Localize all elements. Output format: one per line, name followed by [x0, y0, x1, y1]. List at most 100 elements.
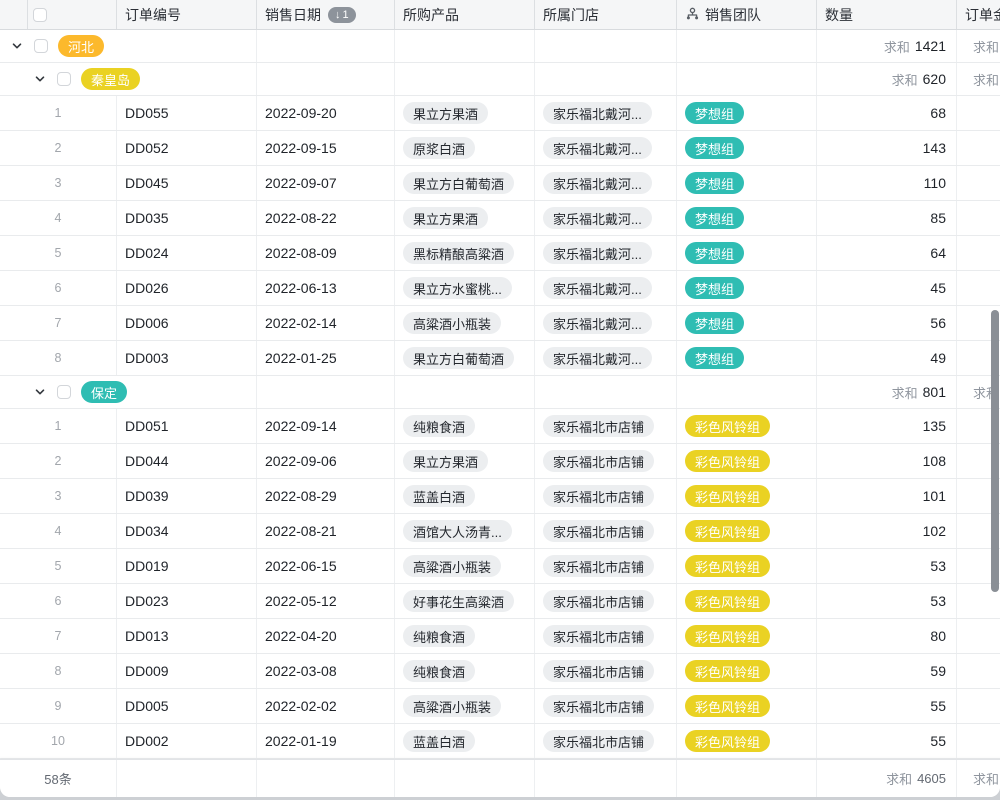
order-id-cell[interactable]: DD045: [117, 166, 257, 200]
sales-team-cell[interactable]: 梦想组: [677, 236, 817, 270]
product-cell[interactable]: 高粱酒小瓶装: [395, 549, 535, 583]
sales-team-cell[interactable]: 梦想组: [677, 306, 817, 340]
order-amount-cell[interactable]: [957, 654, 1000, 688]
row-number[interactable]: 5: [0, 549, 117, 583]
store-cell[interactable]: 家乐福北市店铺: [535, 689, 677, 723]
product-cell[interactable]: 果立方白葡萄酒: [395, 341, 535, 375]
order-id-cell[interactable]: DD023: [117, 584, 257, 618]
product-cell[interactable]: 蓝盖白酒: [395, 724, 535, 758]
sales-team-cell[interactable]: 彩色风铃组: [677, 514, 817, 548]
product-cell[interactable]: 原浆白酒: [395, 131, 535, 165]
row-number[interactable]: 2: [0, 444, 117, 478]
order-id-cell[interactable]: DD052: [117, 131, 257, 165]
sale-date-cell[interactable]: 2022-02-02: [257, 689, 395, 723]
row-number[interactable]: 3: [0, 479, 117, 513]
store-cell[interactable]: 家乐福北市店铺: [535, 549, 677, 583]
quantity-cell[interactable]: 59: [817, 654, 957, 688]
sale-date-cell[interactable]: 2022-09-20: [257, 96, 395, 130]
quantity-cell[interactable]: 49: [817, 341, 957, 375]
order-id-cell[interactable]: DD024: [117, 236, 257, 270]
row-number[interactable]: 6: [0, 271, 117, 305]
sale-date-cell[interactable]: 2022-09-14: [257, 409, 395, 443]
order-id-cell[interactable]: DD002: [117, 724, 257, 758]
row-number[interactable]: 7: [0, 306, 117, 340]
sales-team-cell[interactable]: 彩色风铃组: [677, 479, 817, 513]
row-number[interactable]: 8: [0, 341, 117, 375]
group-header-cell[interactable]: 秦皇岛: [0, 63, 257, 95]
store-cell[interactable]: 家乐福北戴河...: [535, 131, 677, 165]
store-cell[interactable]: 家乐福北市店铺: [535, 724, 677, 758]
store-cell[interactable]: 家乐福北市店铺: [535, 479, 677, 513]
row-number[interactable]: 4: [0, 514, 117, 548]
quantity-cell[interactable]: 143: [817, 131, 957, 165]
sales-team-cell[interactable]: 彩色风铃组: [677, 444, 817, 478]
order-amount-cell[interactable]: [957, 166, 1000, 200]
order-amount-cell[interactable]: [957, 689, 1000, 723]
sale-date-cell[interactable]: 2022-06-15: [257, 549, 395, 583]
order-id-cell[interactable]: DD039: [117, 479, 257, 513]
chevron-down-icon[interactable]: [33, 72, 47, 86]
group-header-cell[interactable]: 保定: [0, 376, 257, 408]
order-amount-cell[interactable]: [957, 619, 1000, 653]
product-cell[interactable]: 酒馆大人汤青...: [395, 514, 535, 548]
chevron-down-icon[interactable]: [10, 39, 24, 53]
sale-date-cell[interactable]: 2022-08-21: [257, 514, 395, 548]
quantity-cell[interactable]: 80: [817, 619, 957, 653]
row-number[interactable]: 2: [0, 131, 117, 165]
product-cell[interactable]: 纯粮食酒: [395, 654, 535, 688]
column-header-product[interactable]: 所购产品: [395, 0, 535, 29]
quantity-cell[interactable]: 64: [817, 236, 957, 270]
order-id-cell[interactable]: DD035: [117, 201, 257, 235]
sale-date-cell[interactable]: 2022-08-22: [257, 201, 395, 235]
row-number[interactable]: 3: [0, 166, 117, 200]
sale-date-cell[interactable]: 2022-02-14: [257, 306, 395, 340]
sales-team-cell[interactable]: 彩色风铃组: [677, 409, 817, 443]
order-id-cell[interactable]: DD006: [117, 306, 257, 340]
quantity-cell[interactable]: 55: [817, 689, 957, 723]
row-number[interactable]: 6: [0, 584, 117, 618]
product-cell[interactable]: 果立方白葡萄酒: [395, 166, 535, 200]
order-id-cell[interactable]: DD009: [117, 654, 257, 688]
quantity-cell[interactable]: 56: [817, 306, 957, 340]
footer-cell[interactable]: [117, 760, 257, 797]
quantity-cell[interactable]: 108: [817, 444, 957, 478]
group-select-checkbox[interactable]: [34, 39, 48, 53]
column-header-order-id[interactable]: 订单编号: [117, 0, 257, 29]
chevron-down-icon[interactable]: [33, 385, 47, 399]
store-cell[interactable]: 家乐福北戴河...: [535, 236, 677, 270]
store-cell[interactable]: 家乐福北戴河...: [535, 271, 677, 305]
quantity-cell[interactable]: 45: [817, 271, 957, 305]
product-cell[interactable]: 蓝盖白酒: [395, 479, 535, 513]
row-number[interactable]: 9: [0, 689, 117, 723]
row-number[interactable]: 1: [0, 409, 117, 443]
product-cell[interactable]: 果立方果酒: [395, 201, 535, 235]
store-cell[interactable]: 家乐福北戴河...: [535, 306, 677, 340]
store-cell[interactable]: 家乐福北市店铺: [535, 409, 677, 443]
quantity-cell[interactable]: 53: [817, 549, 957, 583]
order-amount-cell[interactable]: [957, 271, 1000, 305]
quantity-cell[interactable]: 53: [817, 584, 957, 618]
footer-amount-sum[interactable]: 求和: [957, 760, 1000, 797]
sale-date-cell[interactable]: 2022-08-29: [257, 479, 395, 513]
order-id-cell[interactable]: DD003: [117, 341, 257, 375]
sale-date-cell[interactable]: 2022-09-06: [257, 444, 395, 478]
quantity-cell[interactable]: 68: [817, 96, 957, 130]
product-cell[interactable]: 纯粮食酒: [395, 619, 535, 653]
row-number[interactable]: 1: [0, 96, 117, 130]
sale-date-cell[interactable]: 2022-09-15: [257, 131, 395, 165]
group-header-cell[interactable]: 河北: [0, 30, 257, 62]
product-cell[interactable]: 高粱酒小瓶装: [395, 689, 535, 723]
row-number[interactable]: 7: [0, 619, 117, 653]
order-id-cell[interactable]: DD051: [117, 409, 257, 443]
sales-team-cell[interactable]: 梦想组: [677, 201, 817, 235]
store-cell[interactable]: 家乐福北戴河...: [535, 96, 677, 130]
row-number[interactable]: 5: [0, 236, 117, 270]
order-amount-cell[interactable]: [957, 201, 1000, 235]
store-cell[interactable]: 家乐福北戴河...: [535, 166, 677, 200]
order-id-cell[interactable]: DD026: [117, 271, 257, 305]
order-id-cell[interactable]: DD055: [117, 96, 257, 130]
store-cell[interactable]: 家乐福北戴河...: [535, 201, 677, 235]
product-cell[interactable]: 果立方果酒: [395, 444, 535, 478]
quantity-cell[interactable]: 101: [817, 479, 957, 513]
footer-cell[interactable]: [677, 760, 817, 797]
